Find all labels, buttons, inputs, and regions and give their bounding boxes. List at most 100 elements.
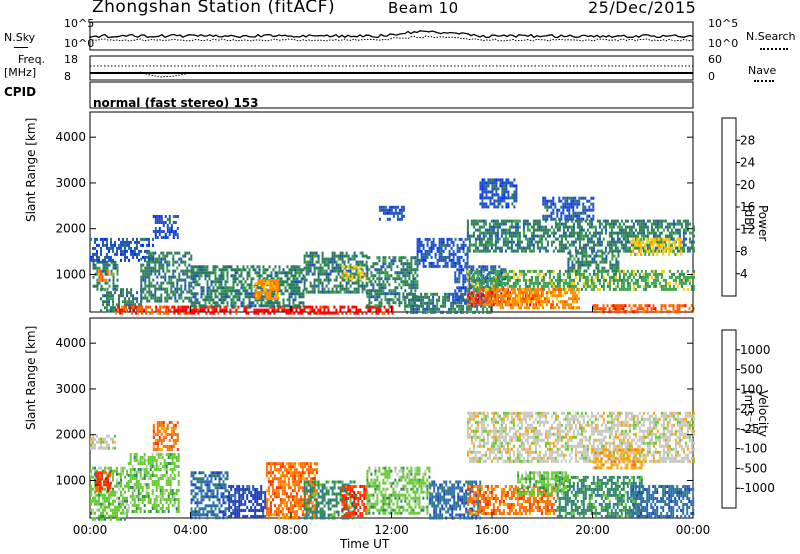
nsearch-tick-bottom: 10^0 xyxy=(708,37,739,50)
velocity-colorbar-label-1: 500 xyxy=(740,363,763,377)
power-colorbar: 28 24 20 16 12 8 4 xyxy=(721,117,755,297)
x-axis-label: Time UT xyxy=(340,537,390,551)
freq-tick-top: 18 xyxy=(64,53,78,66)
nsky-line-key xyxy=(14,47,28,48)
velocity-region-6 xyxy=(265,462,318,520)
velocity-panel: 1000 2000 3000 4000 00:00 04:00 08:00 12:00 16:… xyxy=(55,306,710,537)
nave-tick-bottom: 0 xyxy=(708,70,715,83)
nsearch-trace xyxy=(89,35,694,42)
nsearch-tick-top: 10^5 xyxy=(708,17,739,30)
power-ytick-label-3: 4000 xyxy=(55,130,86,144)
nave-line-key xyxy=(754,80,774,82)
velocity-colorbar-label-6: -500 xyxy=(740,461,767,475)
power-ytick-label-1: 2000 xyxy=(55,222,86,236)
velocity-colorbar-label-0: 1000 xyxy=(740,343,771,357)
power-colorbar-label-5: 8 xyxy=(740,245,748,259)
power-colorbar-frame xyxy=(721,117,737,297)
velocity-region-14 xyxy=(630,485,695,518)
power-region-19 xyxy=(492,288,580,310)
power-region-20 xyxy=(542,196,595,221)
velocity-cells xyxy=(90,411,695,521)
nave-label: Nave xyxy=(748,64,777,77)
velocity-colorbar-label-4: -25 xyxy=(740,422,760,436)
velocity-region-15 xyxy=(517,471,570,496)
nsky-tick-top: 10^5 xyxy=(64,17,95,30)
xtick-label-2: 08:00 xyxy=(274,523,309,537)
velocity-colorbar: 1000 500 100 25 -25 -100 -500 -1000 xyxy=(721,329,775,509)
velocity-region-4 xyxy=(190,471,229,520)
xtick-label-6: 00:00 xyxy=(676,523,711,537)
power-region-12 xyxy=(366,256,419,308)
power-region-2 xyxy=(90,237,154,262)
xtick-label-0: 00:00 xyxy=(73,523,108,537)
power-panel: 1000 2000 3000 4000 xyxy=(55,111,695,315)
power-ytick-label-0: 1000 xyxy=(55,267,86,281)
nave-dip xyxy=(139,71,191,78)
power-cells xyxy=(90,178,695,315)
freq-panel xyxy=(89,55,694,81)
power-region-8 xyxy=(190,265,305,308)
freq-label: Freq. xyxy=(18,53,46,66)
velocity-region-3 xyxy=(152,421,179,451)
velocity-colorbar-label-2: 100 xyxy=(740,382,763,396)
velocity-region-8 xyxy=(341,485,368,518)
velocity-ytick-label-0: 1000 xyxy=(55,473,86,487)
velocity-region-9 xyxy=(366,466,431,515)
nsky-panel xyxy=(89,21,694,51)
freq-tick-bottom: 8 xyxy=(64,70,71,83)
power-colorbar-label-0: 28 xyxy=(740,133,755,147)
power-colorbar-label-1: 24 xyxy=(740,156,755,170)
velocity-colorbar-label-5: -100 xyxy=(740,442,767,456)
velocity-ytick-label-3: 4000 xyxy=(55,336,86,350)
power-region-9 xyxy=(253,279,280,300)
velocity-colorbar-label-3: 25 xyxy=(740,402,755,416)
power-region-25 xyxy=(567,251,620,273)
velocity-region-17 xyxy=(90,434,116,450)
power-region-6 xyxy=(115,305,168,315)
velocity-region-5 xyxy=(228,485,267,518)
power-region-22 xyxy=(630,237,683,256)
power-region-13 xyxy=(416,237,469,268)
velocity-ytick-label-2: 3000 xyxy=(55,382,86,396)
freq-unit: [MHz] xyxy=(4,66,37,79)
velocity-ytick-label-1: 2000 xyxy=(55,428,86,442)
velocity-region-2 xyxy=(127,453,180,513)
power-region-4 xyxy=(140,251,193,303)
power-colorbar-label-6: 4 xyxy=(740,267,748,281)
nsky-label: N.Sky xyxy=(4,31,36,44)
power-region-3 xyxy=(100,288,143,313)
velocity-colorbar-frame xyxy=(721,329,737,509)
power-region-1 xyxy=(97,269,114,282)
power-region-14 xyxy=(378,205,405,221)
cpid-panel xyxy=(89,81,694,109)
station-title: Zhongshan Station (fitACF) xyxy=(92,0,336,17)
power-region-11 xyxy=(341,265,368,281)
velocity-region-12 xyxy=(466,411,695,463)
x-ticks: 00:00 04:00 08:00 12:00 16:00 20:00 00:00 xyxy=(73,306,711,537)
xtick-label-1: 04:00 xyxy=(173,523,208,537)
velocity-region-1 xyxy=(95,471,111,493)
cpid-value: normal (fast stereo) 153 xyxy=(93,96,259,110)
power-colorbar-label-4: 12 xyxy=(740,222,755,236)
date-label: 25/Dec/2015 xyxy=(588,0,697,17)
cpid-label: CPID xyxy=(4,85,37,99)
nave-tick-top: 60 xyxy=(708,53,722,66)
power-region-5 xyxy=(152,215,179,239)
power-colorbar-label-2: 20 xyxy=(740,178,755,192)
velocity-region-16 xyxy=(592,448,645,470)
power-region-24 xyxy=(479,178,518,209)
power-colorbar-label-3: 16 xyxy=(740,200,755,214)
nsearch-line-key xyxy=(760,48,788,50)
power-yticks: 1000 2000 3000 4000 xyxy=(55,130,693,281)
nsearch-label: N.Search xyxy=(746,30,796,43)
beam-label: Beam 10 xyxy=(388,0,459,17)
power-region-0 xyxy=(92,260,119,291)
power-region-23 xyxy=(592,304,695,314)
velocity-colorbar-label-7: -1000 xyxy=(740,481,775,495)
velocity-region-11 xyxy=(466,485,555,515)
xtick-label-4: 16:00 xyxy=(475,523,510,537)
xtick-label-5: 20:00 xyxy=(575,523,610,537)
power-ytick-label-2: 3000 xyxy=(55,176,86,190)
nsky-tick-bottom: 10^0 xyxy=(64,37,95,50)
